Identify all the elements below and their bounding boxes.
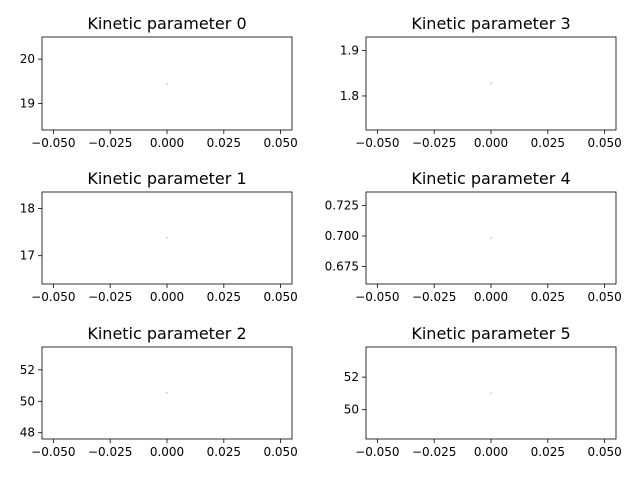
subplot-title: Kinetic parameter 4 [411,169,570,188]
subplot-3: Kinetic parameter 3 −0.050 −0.025 0.000 0.02… [340,14,622,150]
x-tick-label: 0.000 [474,445,508,459]
y-tick-label: 0.700 [325,229,359,243]
x-tick-label: 0.025 [207,136,241,150]
subplot-title: Kinetic parameter 0 [87,14,246,33]
data-point [165,391,169,395]
x-tick-label: −0.025 [88,290,132,304]
x-tick-label: −0.025 [412,290,456,304]
x-tick-label: 0.025 [531,445,565,459]
x-tick-label: −0.025 [412,136,456,150]
subplot-0: Kinetic parameter 0 −0.050 −0.025 0.000 0.02… [20,14,298,150]
y-tick-label: 1.8 [340,89,359,103]
data-point [165,82,169,86]
subplot-title: Kinetic parameter 5 [411,324,570,343]
y-tick-label: 17 [20,249,35,263]
x-tick-label: 0.025 [531,290,565,304]
x-tick-label: 0.050 [587,136,621,150]
data-point [165,236,169,239]
x-tick-label: −0.050 [31,136,75,150]
x-tick-label: −0.025 [88,136,132,150]
x-tick-label: 0.050 [263,136,297,150]
x-tick-label: 0.025 [531,136,565,150]
data-point [489,392,493,395]
subplot-1: Kinetic parameter 1 −0.050 −0.025 0.000 0.02… [20,169,298,304]
y-tick-label: 50 [20,394,35,408]
subplot-4: Kinetic parameter 4 −0.050 −0.025 0.000 0.02… [325,169,622,304]
x-tick-label: 0.025 [207,445,241,459]
x-tick-label: 0.000 [474,136,508,150]
y-tick-label: 18 [20,202,35,216]
subplot-5: Kinetic parameter 5 −0.050 −0.025 0.000 0.02… [344,324,622,459]
x-tick-label: 0.000 [474,290,508,304]
y-tick-label: 0.725 [325,199,359,213]
x-tick-label: 0.050 [263,290,297,304]
x-tick-label: −0.050 [31,445,75,459]
y-tick-label: 52 [344,370,359,384]
y-tick-label: 48 [20,426,35,440]
x-tick-label: −0.050 [31,290,75,304]
x-tick-label: −0.050 [355,445,399,459]
data-point [489,82,493,85]
x-tick-label: −0.025 [88,445,132,459]
y-tick-label: 50 [344,403,359,417]
x-tick-label: −0.050 [355,136,399,150]
x-tick-label: −0.025 [412,445,456,459]
x-tick-label: −0.050 [355,290,399,304]
subplot-title: Kinetic parameter 1 [87,169,246,188]
x-tick-label: 0.025 [207,290,241,304]
y-tick-label: 52 [20,363,35,377]
x-tick-label: 0.000 [150,290,184,304]
x-tick-label: 0.000 [150,445,184,459]
x-tick-label: 0.050 [587,445,621,459]
y-tick-label: 19 [20,96,35,110]
data-point [489,236,493,240]
x-tick-label: 0.050 [587,290,621,304]
subplot-title: Kinetic parameter 2 [87,324,246,343]
subplot-title: Kinetic parameter 3 [411,14,570,33]
subplot-2: Kinetic parameter 2 −0.050 −0.025 0.000 0.02… [20,324,298,459]
x-tick-label: 0.000 [150,136,184,150]
y-tick-label: 0.675 [325,259,359,273]
x-tick-label: 0.050 [263,445,297,459]
y-tick-label: 20 [20,52,35,66]
y-tick-label: 1.9 [340,44,359,58]
